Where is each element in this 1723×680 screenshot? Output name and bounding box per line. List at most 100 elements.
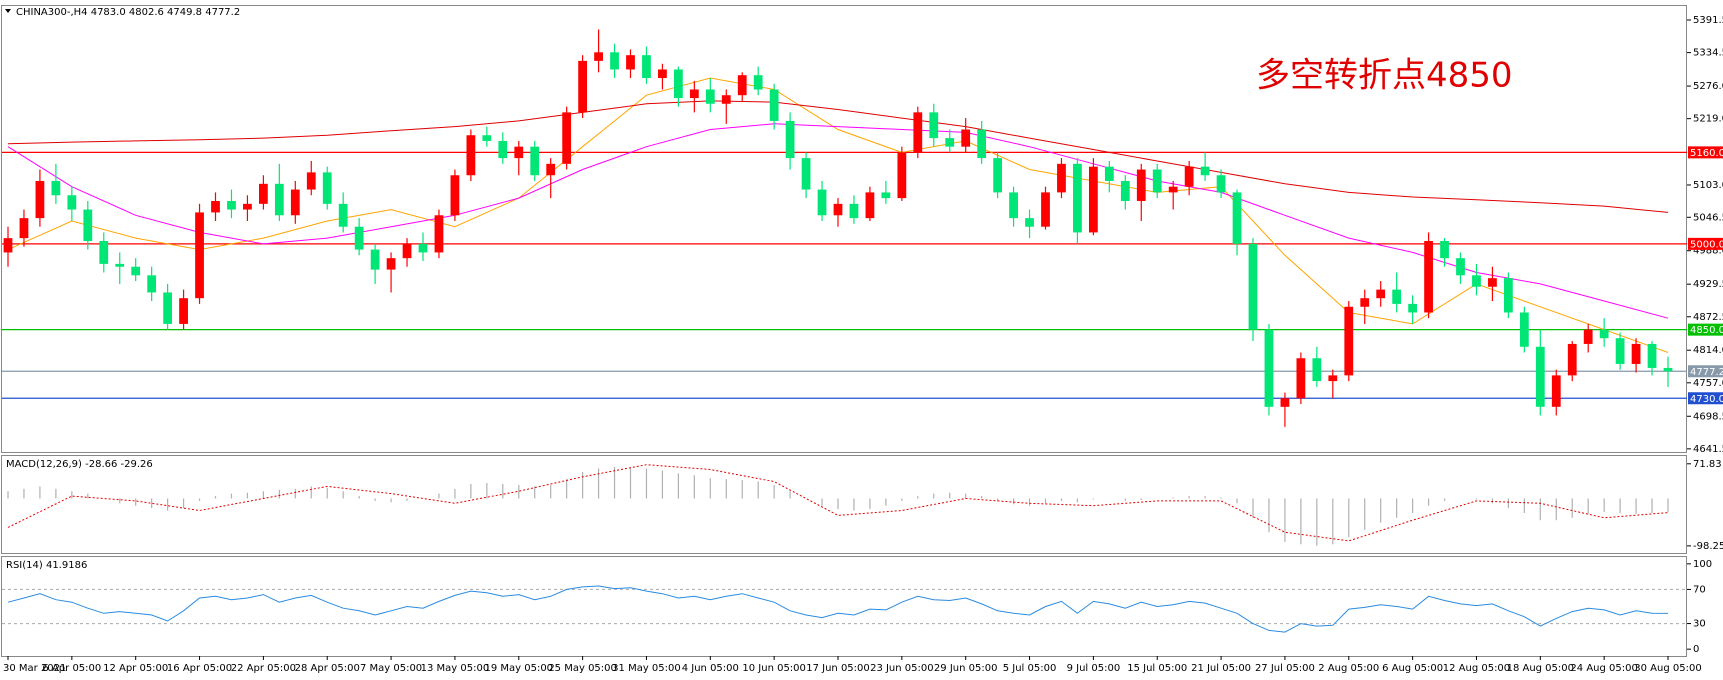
candle-body (354, 226, 364, 250)
candle-body (785, 120, 795, 159)
price-tag (1688, 392, 1723, 405)
candle-body (1184, 166, 1194, 187)
candle-body (1424, 241, 1433, 313)
candle-body (450, 175, 460, 216)
x-tick-label: 6 Apr 05:00 (42, 663, 101, 674)
candle-body (3, 238, 13, 253)
candle-body (243, 203, 252, 210)
candle-body (1456, 258, 1465, 276)
candle-body (769, 89, 779, 121)
price-tag (1688, 237, 1723, 250)
macd-panel-title: MACD(12,26,9) -28.66 -29.26 (6, 459, 153, 470)
x-tick-label: 13 May 05:00 (421, 663, 490, 674)
y-tick-label: 100 (1693, 559, 1712, 570)
candle-body (993, 158, 1003, 193)
candle-body (402, 243, 412, 259)
rsi-line (7, 585, 1669, 633)
candle-body (227, 200, 236, 210)
candle-body (434, 215, 444, 253)
x-tick-label: 31 May 05:00 (612, 663, 681, 674)
candle-body (1216, 175, 1226, 193)
candle-body (1328, 375, 1338, 382)
x-tick-label: 21 Jul 05:00 (1191, 663, 1251, 674)
candle-body (1551, 375, 1561, 407)
candle-body (610, 52, 619, 70)
x-tick-label: 12 Apr 05:00 (103, 663, 168, 674)
candle-body (1535, 346, 1545, 407)
y-tick-label: 4814.0 (1693, 345, 1723, 356)
candle-body (578, 60, 588, 113)
candle-body (1503, 278, 1513, 313)
candle-body (1440, 241, 1449, 259)
candle-body (1519, 312, 1529, 347)
y-tick-label: 5046.5 (1693, 212, 1723, 223)
x-tick-label: 10 Jun 05:00 (742, 663, 806, 674)
y-tick-label: 71.83 (1693, 459, 1722, 470)
price-tag (1688, 365, 1723, 378)
x-tick-label: 24 Aug 05:00 (1570, 663, 1637, 674)
candle-body (673, 69, 683, 99)
candle-body (865, 192, 875, 219)
candle-body (498, 140, 508, 159)
y-tick-label: 5334.5 (1693, 48, 1723, 59)
candle-body (322, 172, 332, 204)
candle-body (705, 89, 715, 104)
price-panel-title: CHINA300-,H4 4783.0 4802.6 4749.8 4777.2 (16, 7, 240, 18)
menu-triangle[interactable] (5, 9, 11, 13)
x-tick-label: 25 May 05:00 (548, 663, 617, 674)
candle-body (929, 112, 939, 139)
candle-body (626, 55, 635, 70)
y-tick-label: 0 (1693, 644, 1699, 655)
candle-body (1488, 278, 1497, 287)
candle-body (1472, 275, 1481, 287)
candle-body (945, 138, 955, 147)
candle-body (1009, 192, 1018, 219)
candle-body (1057, 163, 1066, 193)
candle-body (179, 298, 188, 324)
candle-body (514, 146, 524, 159)
y-tick-label: 5103.0 (1693, 180, 1723, 191)
candle-body (1088, 166, 1098, 233)
candle-body (290, 189, 300, 216)
x-tick-label: 16 Apr 05:00 (167, 663, 232, 674)
candle-body (1248, 243, 1258, 330)
candle-body (338, 203, 348, 227)
y-tick-label: 4988.0 (1693, 246, 1723, 257)
candle-body (689, 89, 699, 99)
candle-body (1647, 343, 1657, 368)
candle-body (881, 192, 891, 199)
candle-body (897, 152, 907, 199)
candle-body (1025, 218, 1034, 227)
candle-body (19, 218, 29, 239)
candle-body (737, 75, 747, 96)
candle-body (163, 292, 173, 324)
price-tag-label: 5160.0 (1690, 148, 1723, 159)
rsi-panel-title: RSI(14) 41.9186 (6, 560, 87, 571)
candle-body (642, 55, 651, 79)
candle-body (211, 200, 220, 213)
price-tag-label: 4777.2 (1690, 367, 1723, 378)
price-tag (1688, 323, 1723, 336)
candle-body (131, 266, 141, 276)
candle-body (721, 95, 731, 104)
candle-body (1152, 169, 1162, 193)
candle-body (833, 203, 843, 216)
candle-body (370, 249, 380, 270)
candle-body (849, 203, 859, 219)
candle-body (1073, 163, 1082, 233)
x-tick-label: 19 May 05:00 (484, 663, 553, 674)
y-tick-label: 4929.5 (1693, 279, 1723, 290)
candle-body (562, 112, 572, 164)
annotation: 多空转折点4850 (1256, 56, 1513, 96)
candle-body (147, 275, 157, 293)
x-tick-label: 17 Jun 05:00 (806, 663, 870, 674)
candle-body (115, 263, 125, 267)
price-tag-label: 4850.0 (1690, 325, 1723, 336)
candle-body (1232, 192, 1242, 244)
x-tick-label: 28 Apr 05:00 (295, 663, 360, 674)
macd-signal (7, 464, 1669, 542)
candle-body (1583, 329, 1593, 344)
candle-body (1376, 289, 1386, 299)
y-tick-label: 5391.5 (1693, 15, 1723, 26)
candle-body (1312, 358, 1322, 382)
